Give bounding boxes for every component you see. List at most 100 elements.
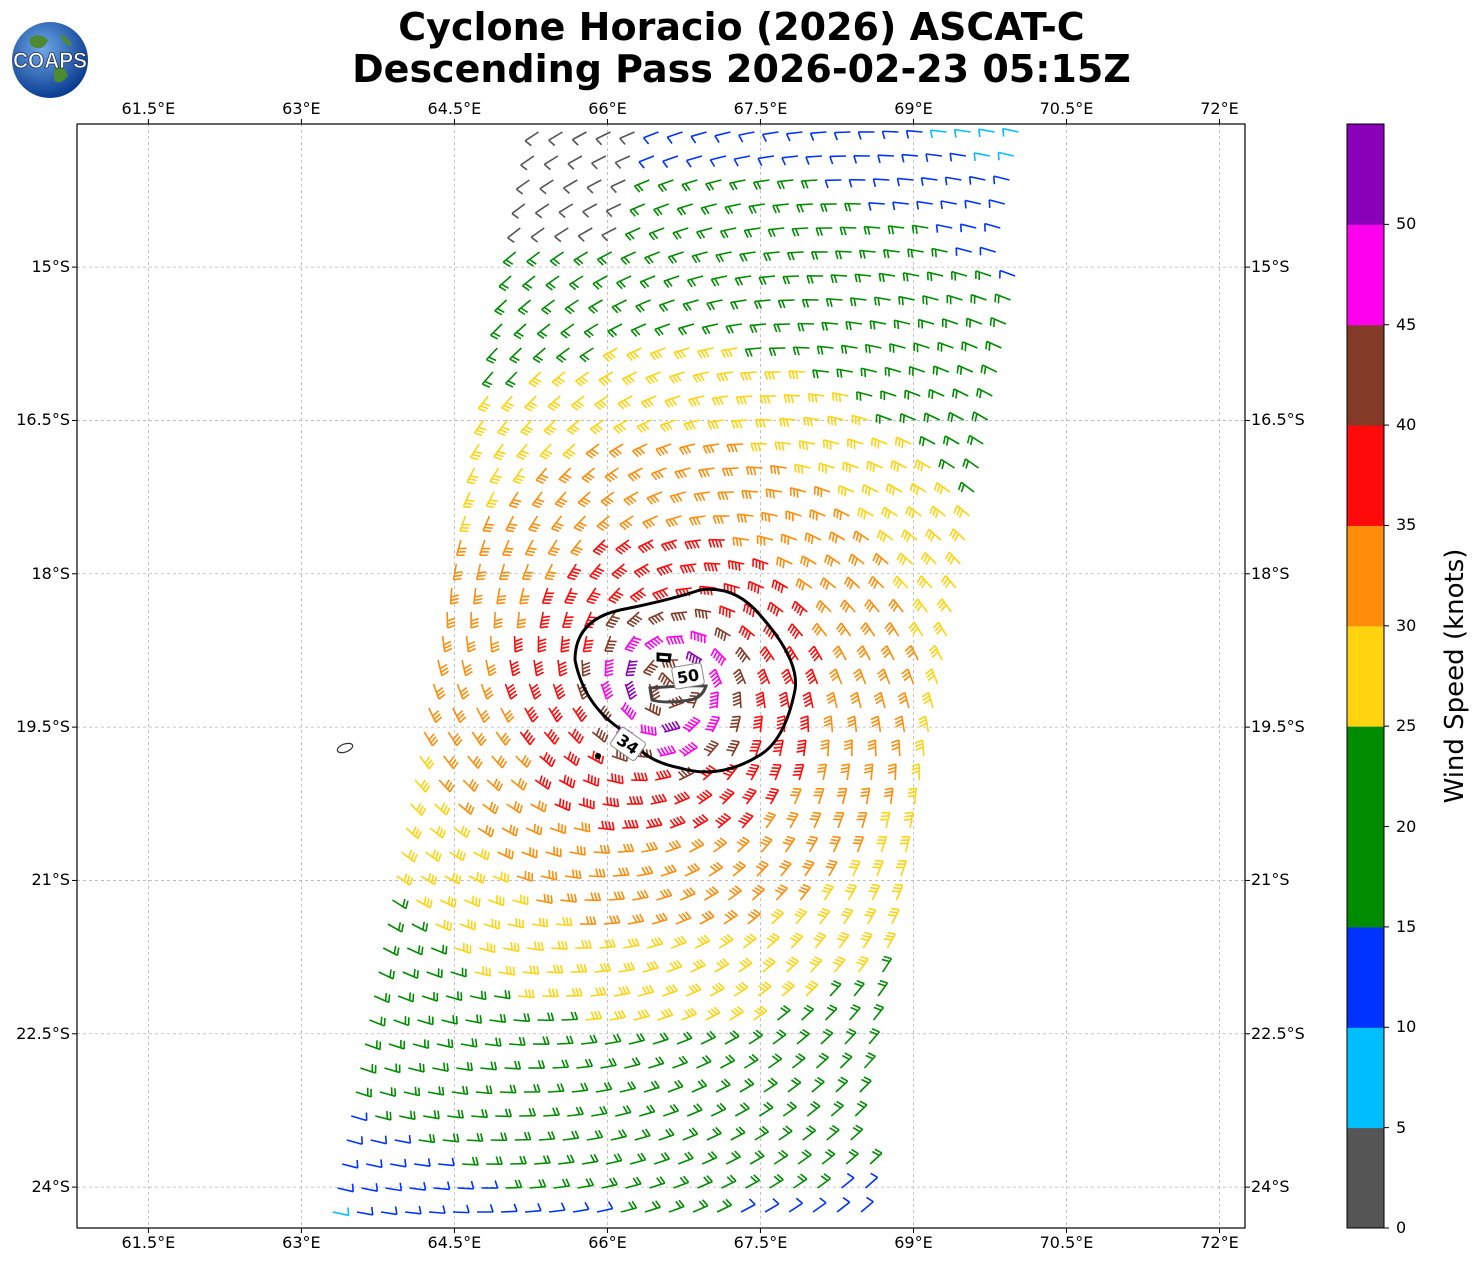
wind-barb-staff (462, 779, 476, 792)
wind-barb-feather (907, 249, 910, 258)
wind-barb-feather (611, 449, 619, 457)
wind-barb-feather (632, 351, 640, 359)
wind-barb (425, 849, 442, 862)
wind-barb (683, 419, 700, 431)
wind-barb-feather (543, 163, 551, 171)
wind-barb-feather (555, 522, 564, 527)
wind-barb-staff (816, 622, 828, 637)
wind-barb-feather (625, 680, 634, 687)
wind-barb-staff (762, 131, 779, 136)
wind-barb-feather (568, 283, 577, 291)
wind-barb (848, 178, 866, 188)
wind-barb-feather (639, 424, 647, 432)
wind-barb-feather (933, 482, 938, 491)
wind-barb (883, 248, 900, 259)
wind-barb-staff (452, 563, 458, 580)
wind-barb-staff (989, 199, 1005, 205)
wind-barb-staff (896, 436, 912, 445)
wind-barb-feather (739, 652, 746, 660)
wind-barb (756, 534, 774, 546)
wind-barb-feather (600, 500, 608, 507)
wind-barb (826, 691, 838, 709)
wind-barb-feather (747, 769, 756, 773)
wind-barb-feather (716, 374, 722, 382)
wind-barb-feather (678, 749, 686, 756)
wind-barb-staff (841, 344, 858, 349)
wind-barb (980, 364, 998, 375)
wind-barb-staff (797, 322, 814, 325)
wind-barb-feather (605, 669, 614, 674)
wind-barb (839, 226, 857, 236)
wind-barb-feather (727, 745, 737, 749)
wind-barb-staff (661, 539, 678, 546)
wind-barb-feather (407, 849, 413, 858)
wind-barb-feather (829, 558, 834, 567)
wind-barb-feather (512, 671, 521, 677)
wind-barb (509, 659, 521, 677)
wind-barb-feather (951, 388, 955, 398)
wind-barb-feather (625, 520, 633, 527)
wind-barb-feather (746, 790, 755, 795)
wind-barb-feather (836, 369, 839, 378)
wind-barb-staff (937, 621, 948, 637)
wind-barb-feather (520, 598, 529, 601)
wind-barb-feather (497, 450, 506, 455)
wind-barb (893, 319, 911, 330)
wind-barb-staff (576, 683, 584, 700)
wind-barb-feather (876, 530, 881, 539)
wind-barb-staff (562, 443, 576, 456)
wind-barb-feather (743, 514, 747, 523)
wind-barb-staff (909, 365, 926, 373)
wind-barb-feather (710, 421, 716, 430)
wind-barb-feather (553, 525, 562, 530)
wind-barb-feather (529, 737, 536, 746)
wind-barb-feather (623, 256, 631, 264)
wind-barb (777, 299, 795, 309)
wind-barb (977, 128, 995, 138)
wind-barb-feather (752, 467, 757, 476)
wind-barb-feather (710, 691, 719, 695)
wind-barb-staff (836, 368, 853, 373)
wind-barb-staff (569, 851, 586, 856)
wind-barb-feather (658, 304, 665, 313)
wind-barb-feather (709, 701, 718, 706)
wind-barb-staff (717, 817, 731, 829)
wind-barb-feather (517, 309, 526, 316)
wind-barb-feather (896, 552, 902, 561)
wind-barb-feather (692, 716, 701, 722)
wind-barb-feather (653, 208, 660, 217)
wind-barb (805, 155, 822, 165)
wind-barb (717, 491, 735, 501)
wind-barb (885, 483, 903, 496)
wind-barb-feather (476, 578, 485, 581)
wind-barb-staff (695, 608, 712, 613)
wind-barb-feather (628, 796, 633, 805)
wind-barb-feather (536, 671, 545, 677)
wind-barb (623, 491, 639, 506)
wind-barb-feather (698, 609, 701, 618)
wind-barb-feather (682, 446, 688, 455)
wind-barb-feather (616, 425, 624, 433)
wind-barb-feather (530, 712, 537, 720)
wind-barb-staff (823, 439, 840, 445)
wind-barb-feather (528, 709, 536, 717)
wind-barb (624, 227, 641, 241)
wind-barb-staff (965, 199, 981, 205)
wind-barb-feather (833, 508, 836, 517)
wind-barb-feather (742, 814, 751, 820)
wind-barb-feather (762, 395, 767, 404)
wind-barb-feather (658, 447, 665, 456)
wind-barb (644, 251, 660, 265)
wind-barb-feather (803, 557, 807, 566)
wind-barb-feather (513, 801, 518, 810)
wind-barb-staff (722, 792, 735, 805)
wind-barb (611, 299, 627, 314)
wind-barb-staff (664, 727, 681, 733)
wind-barb-feather (542, 615, 551, 619)
wind-barb-staff (982, 364, 998, 373)
wind-barb-feather (738, 625, 744, 634)
wind-barb-feather (1002, 128, 1005, 137)
wind-barb-feather (939, 486, 944, 495)
wind-barb-staff (834, 131, 851, 134)
wind-barb-staff (691, 630, 707, 637)
